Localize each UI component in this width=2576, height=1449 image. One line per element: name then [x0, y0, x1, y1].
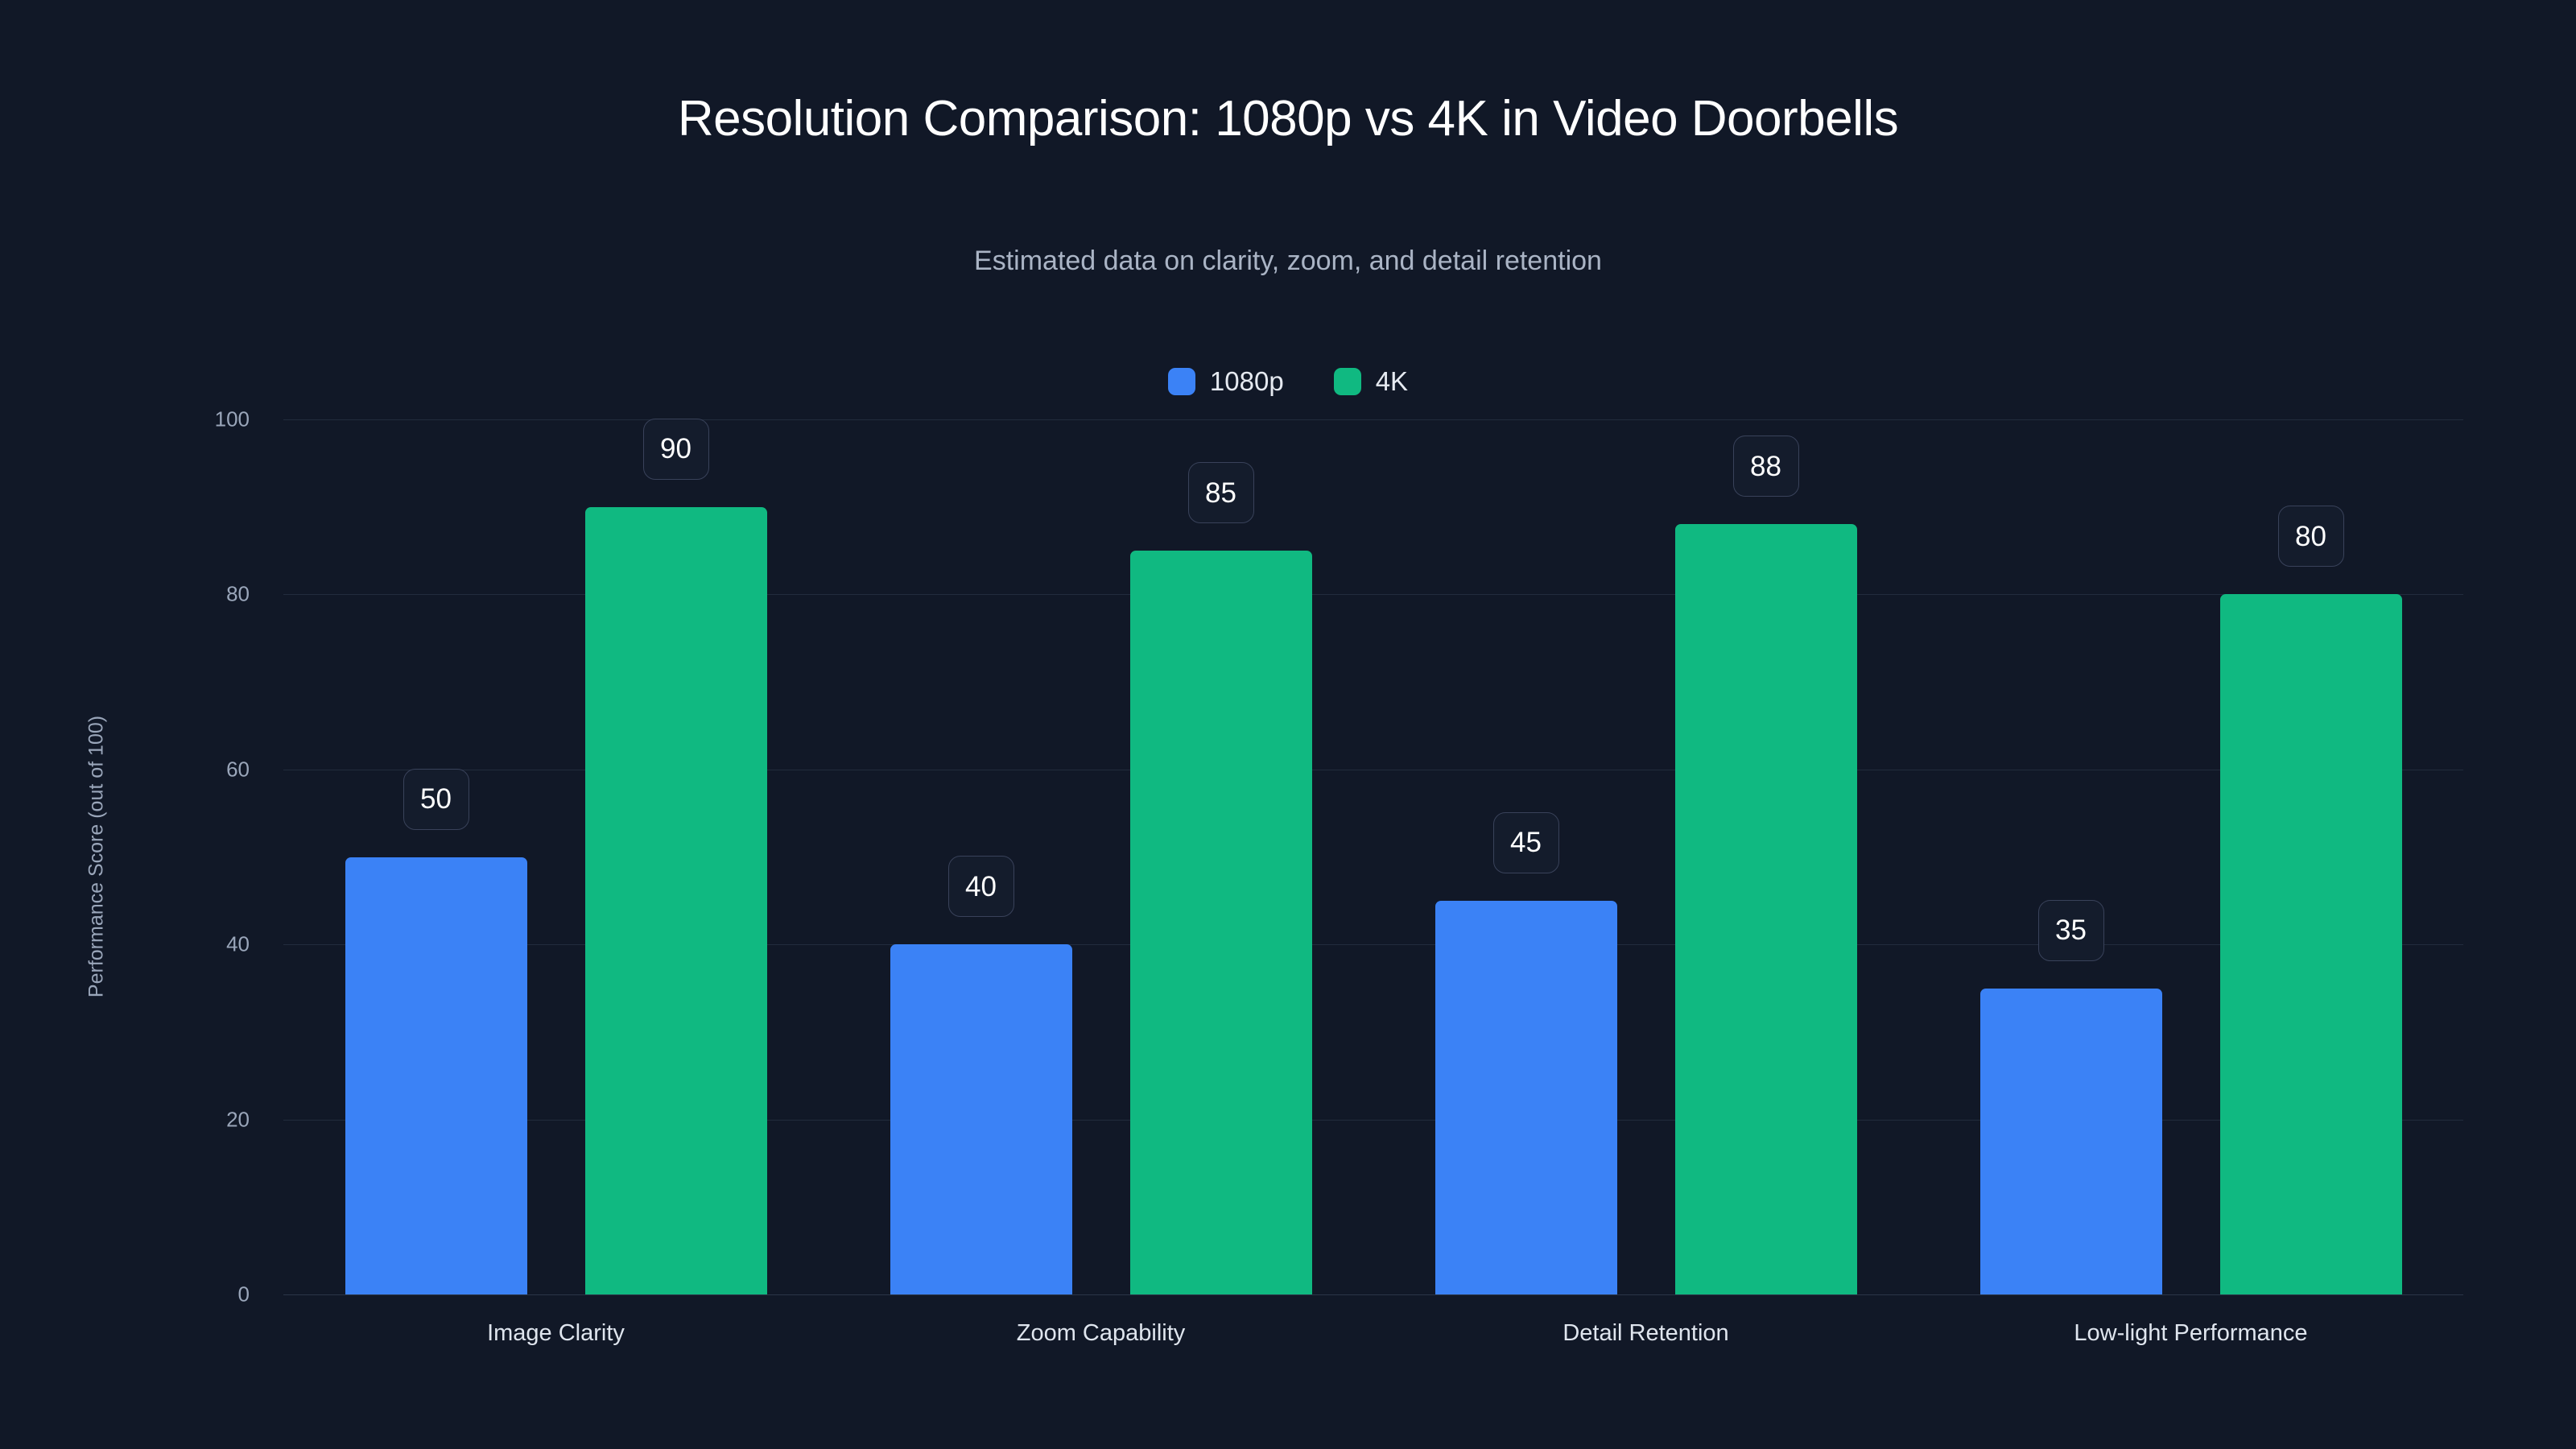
- y-axis-tick-label: 60: [226, 757, 250, 782]
- gridline: [283, 419, 2463, 420]
- legend-label-4k: 4K: [1375, 366, 1409, 396]
- legend-swatch-1080p-icon: [1167, 368, 1195, 395]
- legend-swatch-4k-icon: [1333, 368, 1361, 395]
- y-axis-tick-label: 80: [226, 581, 250, 606]
- x-axis-label: Detail Retention: [1563, 1320, 1729, 1346]
- value-badge: 35: [2037, 899, 2104, 961]
- legend-item-4k[interactable]: 4K: [1333, 366, 1409, 397]
- bar-1080p-0[interactable]: [345, 857, 527, 1294]
- y-axis-tick-label: 0: [237, 1282, 250, 1307]
- value-badge: 90: [642, 418, 709, 480]
- value-badge: 45: [1492, 811, 1559, 873]
- legend-item-1080p[interactable]: 1080p: [1167, 366, 1284, 397]
- bar-4k-2[interactable]: [1674, 524, 1857, 1294]
- y-axis-tick-label: 100: [214, 407, 250, 431]
- chart-title: Resolution Comparison: 1080p vs 4K in Vi…: [677, 91, 1899, 147]
- value-badge: 40: [947, 856, 1014, 918]
- gridline: [283, 1294, 2463, 1295]
- y-axis-tick-label: 20: [226, 1107, 250, 1132]
- bar-1080p-3[interactable]: [1979, 988, 2162, 1294]
- value-badge: 88: [1732, 436, 1799, 497]
- x-axis-label: Zoom Capability: [1016, 1320, 1186, 1346]
- x-axis-label: Low-light Performance: [2074, 1320, 2308, 1346]
- gridline: [283, 1119, 2463, 1121]
- value-badge: 85: [1187, 462, 1254, 524]
- y-axis-tick-label: 40: [226, 931, 250, 956]
- bar-4k-3[interactable]: [2219, 594, 2402, 1294]
- chart-legend: 1080p 4K: [0, 366, 2576, 397]
- x-axis-labels: Image Clarity Zoom Capability Detail Reten…: [283, 1320, 2463, 1368]
- value-badge: 50: [402, 768, 469, 830]
- plot-area: 50 90 40 85 45 88 35 80: [283, 418, 2463, 1295]
- x-axis-label: Image Clarity: [487, 1320, 625, 1346]
- bar-1080p-2[interactable]: [1435, 900, 1617, 1294]
- bar-1080p-1[interactable]: [890, 944, 1072, 1294]
- chart-subtitle: Estimated data on clarity, zoom, and det…: [974, 246, 1602, 276]
- gridline: [283, 944, 2463, 946]
- y-axis-ticks: 0 20 40 60 80 100: [0, 407, 283, 1307]
- bar-4k-0[interactable]: [584, 506, 767, 1294]
- legend-label-1080p: 1080p: [1209, 366, 1284, 396]
- value-badge: 80: [2277, 506, 2344, 568]
- bar-4k-1[interactable]: [1129, 551, 1312, 1294]
- gridline: [283, 594, 2463, 596]
